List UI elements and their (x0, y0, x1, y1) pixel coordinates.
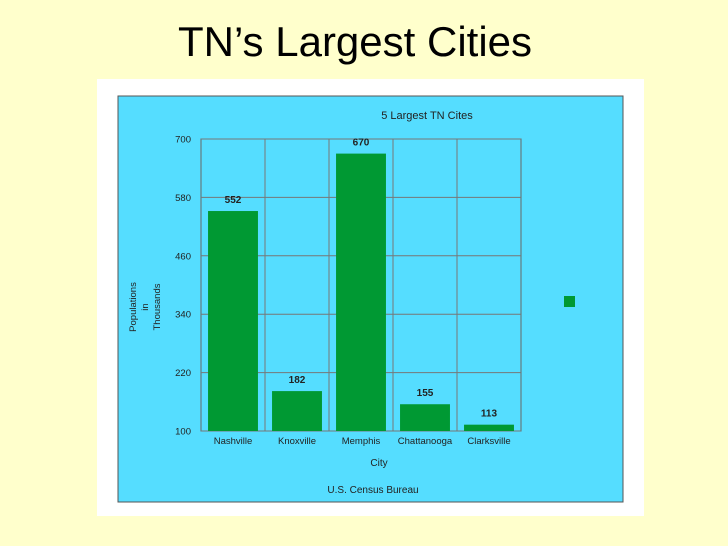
source-note: U.S. Census Bureau (327, 485, 418, 496)
y-tick-label: 100 (175, 427, 191, 438)
x-tick-label-chattanooga: Chattanooga (398, 436, 453, 447)
data-label-chattanooga: 155 (417, 388, 434, 399)
bar-chart: 5 Largest TN Cites Populations in Thousa… (117, 95, 624, 503)
y-tick-label: 580 (175, 193, 191, 204)
y-tick-label: 220 (175, 368, 191, 379)
y-axis-label-line-2: in (140, 303, 151, 310)
slide-title: TN’s Largest Cities (178, 18, 533, 65)
x-tick-label-knoxville: Knoxville (278, 436, 316, 447)
legend-marker (564, 296, 575, 307)
y-axis-label-line-1: Populations (128, 282, 139, 332)
data-label-knoxville: 182 (289, 375, 306, 386)
data-label-clarksville: 113 (481, 409, 498, 420)
bar-knoxville (272, 391, 322, 431)
y-tick-label: 340 (175, 310, 191, 321)
x-tick-label-memphis: Memphis (342, 436, 381, 447)
y-axis-label-line-3: Thousands (152, 283, 163, 330)
data-label-memphis: 670 (353, 138, 370, 149)
chart-panel: 5 Largest TN Cites Populations in Thousa… (97, 79, 644, 516)
y-axis-label: Populations in Thousands (128, 282, 163, 332)
x-axis-label: City (370, 458, 387, 469)
x-tick-label-nashville: Nashville (214, 436, 253, 447)
bar-nashville (208, 211, 258, 431)
y-tick-label: 460 (175, 251, 191, 262)
data-label-nashville: 552 (225, 195, 242, 206)
y-tick-label: 700 (175, 135, 191, 146)
bar-memphis (336, 153, 386, 431)
bar-chattanooga (400, 404, 450, 431)
bar-clarksville (464, 424, 514, 431)
x-tick-label-clarksville: Clarksville (467, 436, 510, 447)
chart-title: 5 Largest TN Cites (381, 110, 473, 122)
